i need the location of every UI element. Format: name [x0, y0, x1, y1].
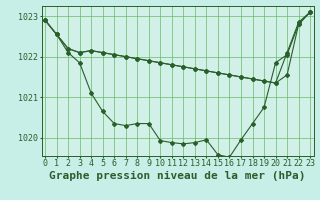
X-axis label: Graphe pression niveau de la mer (hPa): Graphe pression niveau de la mer (hPa) [49, 171, 306, 181]
